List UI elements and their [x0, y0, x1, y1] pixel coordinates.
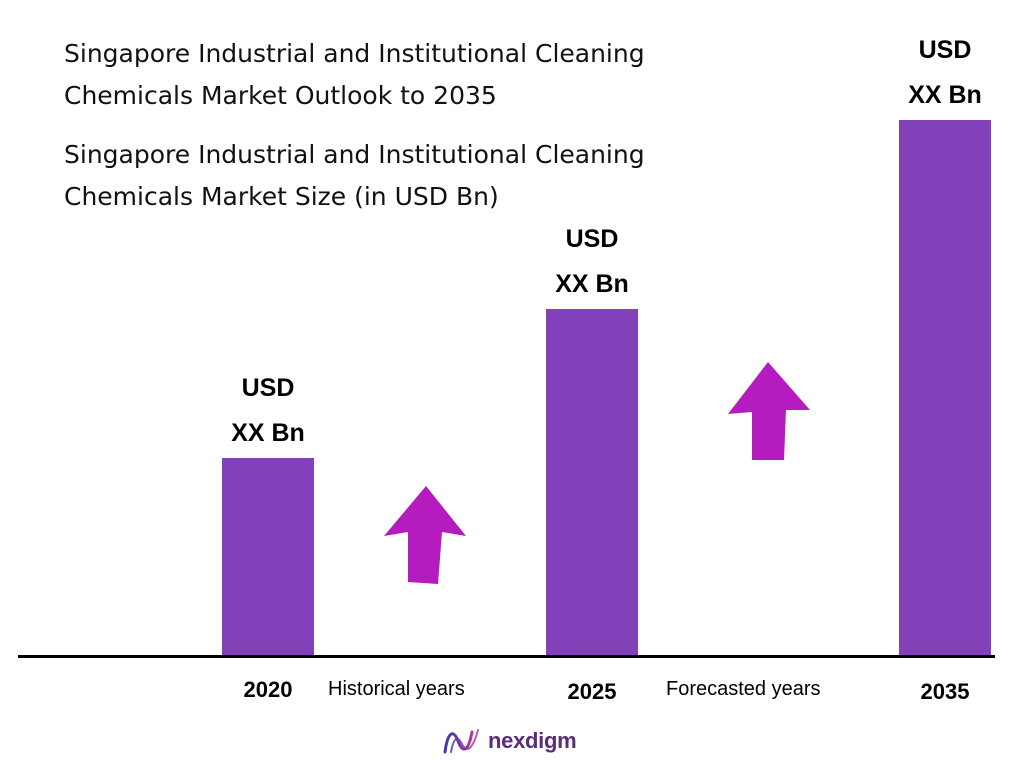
bar-data-label-2035-line-2: XX Bn	[908, 81, 982, 109]
forecast-growth-arrow-icon	[728, 362, 810, 460]
chart-title-line-1: Singapore Industrial and Institutional C…	[64, 39, 645, 68]
bar-data-label-2025-line-1: USD	[565, 225, 619, 253]
nexdigm-logo-icon	[443, 729, 479, 754]
x-axis-baseline	[18, 655, 995, 658]
bar-2025	[546, 309, 638, 657]
x-tick-label-2035: 2035	[920, 679, 970, 704]
bar-data-label-2035-line-1: USD	[918, 36, 972, 64]
nexdigm-logo: nexdigm	[442, 724, 577, 758]
bar-2020	[222, 458, 314, 657]
bar-data-label-2020-line-1: USD	[241, 374, 295, 402]
forecasted-years-label: Forecasted years	[666, 678, 821, 700]
x-tick-label-2025: 2025	[567, 679, 617, 704]
chart-title-line-2: Chemicals Market Outlook to 2035	[64, 81, 497, 110]
bar-data-label-2020-line-2: XX Bn	[231, 419, 305, 447]
x-tick-label-2020: 2020	[243, 677, 293, 702]
bar-2035	[899, 120, 991, 657]
chart-subtitle-line-2: Chemicals Market Size (in USD Bn)	[64, 182, 499, 211]
bar-data-label-2025-line-2: XX Bn	[555, 270, 629, 298]
historical-growth-arrow-icon	[384, 486, 466, 584]
nexdigm-logo-text: nexdigm	[488, 728, 577, 753]
chart-subtitle-line-1: Singapore Industrial and Institutional C…	[64, 140, 645, 169]
historical-years-label: Historical years	[328, 678, 465, 700]
